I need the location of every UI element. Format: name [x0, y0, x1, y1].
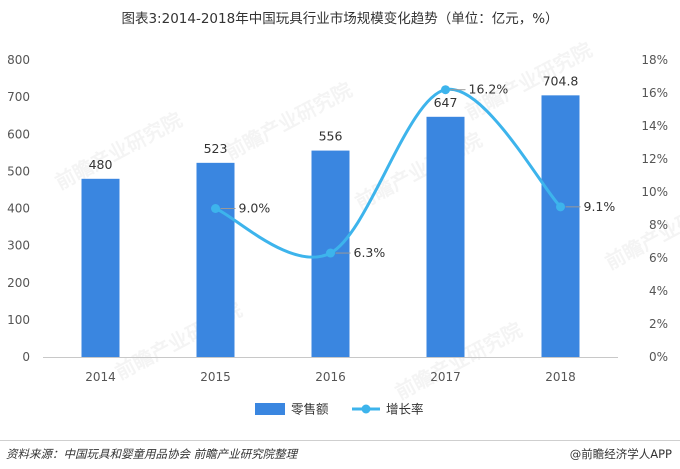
y-right-tick-label: 12% [641, 152, 668, 166]
line-series [211, 85, 565, 259]
x-tick-label: 2016 [315, 370, 346, 384]
combo-chart: 前瞻产业研究院 前瞻产业研究院前瞻产业研究院前瞻产业研究院前瞻产业研究院前瞻产业研… [7, 37, 680, 417]
y-right-tick-label: 8% [649, 218, 668, 232]
y-right-tick-label: 16% [641, 86, 668, 100]
line-value-label: 9.1% [584, 199, 616, 214]
legend-bar-swatch [255, 403, 285, 415]
y-axis-left: 0 100 200 300 400 500 600 700 800 [7, 53, 30, 364]
line-value-label: 16.2% [469, 82, 509, 97]
bar [81, 178, 120, 357]
y-left-tick-label: 300 [7, 239, 30, 253]
y-right-tick-label: 0% [649, 350, 668, 364]
brand-credit: @前瞻经济学人APP [569, 447, 672, 461]
bar-value-label: 480 [89, 157, 113, 172]
x-tick-label: 2014 [85, 370, 116, 384]
y-right-tick-label: 18% [641, 53, 668, 67]
line-point [441, 85, 450, 95]
legend-line-label: 增长率 [386, 402, 424, 417]
bar-series [81, 95, 580, 358]
y-left-tick-label: 200 [7, 276, 30, 290]
y-left-tick-label: 500 [7, 164, 30, 178]
y-left-tick-label: 400 [7, 202, 30, 216]
bar-value-label: 556 [319, 129, 343, 144]
data-labels: 480 523 556 647 704.8 9.0% 6.3% 16.2% 9.1% [89, 73, 616, 260]
bar-value-label: 704.8 [543, 73, 579, 88]
line-point [556, 202, 565, 212]
legend-bar-label: 零售额 [291, 402, 329, 417]
y-axis-right: 0% 2% 4% 6% 8% 10% 12% 14% 16% 18% [641, 53, 668, 364]
bar [426, 116, 465, 358]
y-left-tick-label: 700 [7, 90, 30, 104]
line-point [326, 248, 335, 258]
y-right-tick-label: 14% [641, 119, 668, 133]
x-tick-label: 2017 [430, 370, 461, 384]
chart-title: 图表3:2014-2018年中国玩具行业市场规模变化趋势（单位：亿元，%） [121, 11, 559, 27]
growth-line [214, 88, 562, 259]
y-left-tick-label: 100 [7, 313, 30, 327]
legend: 零售额 增长率 [255, 402, 424, 417]
y-left-tick-label: 0 [22, 350, 30, 364]
y-right-tick-label: 10% [641, 185, 668, 199]
bar-value-label: 647 [434, 95, 458, 110]
line-value-label: 6.3% [354, 245, 386, 260]
x-tick-label: 2015 [200, 370, 231, 384]
y-right-tick-label: 2% [649, 317, 668, 331]
y-right-tick-label: 6% [649, 251, 668, 265]
legend-line-marker [361, 404, 371, 414]
y-left-tick-label: 800 [7, 53, 30, 67]
bar [541, 95, 580, 357]
line-point [211, 204, 220, 213]
x-tick-label: 2018 [545, 370, 576, 384]
bar [196, 162, 235, 357]
line-value-label: 9.0% [239, 201, 271, 216]
bar-value-label: 523 [204, 141, 228, 156]
y-right-tick-label: 4% [649, 284, 668, 298]
x-axis: 2014 2015 2016 2017 2018 [43, 357, 618, 384]
watermark-layer: 前瞻产业研究院 前瞻产业研究院前瞻产业研究院前瞻产业研究院前瞻产业研究院前瞻产业研… [51, 37, 680, 404]
source-note: 资料来源：中国玩具和婴童用品协会 前瞻产业研究院整理 [6, 447, 298, 461]
footer-divider [0, 440, 680, 441]
y-left-tick-label: 600 [7, 127, 30, 141]
